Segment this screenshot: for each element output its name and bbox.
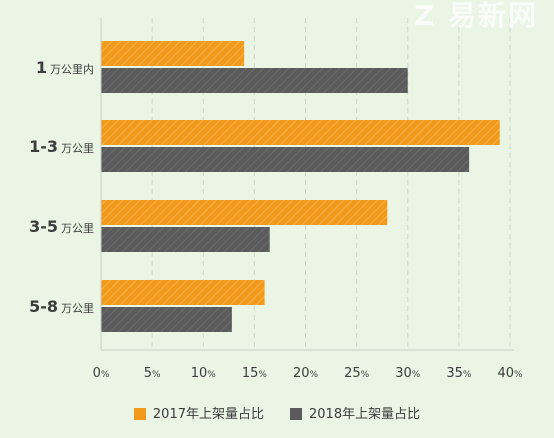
x-tick-label: 0% — [93, 366, 110, 381]
x-tick-label: 10% — [191, 366, 217, 381]
category-label: 1 万公里内 — [36, 58, 94, 77]
bar-2017 — [101, 41, 245, 66]
category-label: 3-5 万公里 — [29, 217, 94, 236]
category-labels: 1 万公里内 1-3 万公里 3-5 万公里 5-8 万公里 — [29, 58, 94, 316]
legend-label-2017: 2017年上架量占比 — [152, 406, 264, 422]
x-tick-labels: 0% 5% 10% 15% 20% 25% 30% 35% 40% — [93, 366, 523, 381]
x-tick-label: 25% — [344, 366, 370, 381]
category-label: 5-8 万公里 — [29, 297, 94, 316]
bar-2018 — [101, 147, 470, 172]
axes — [100, 18, 514, 351]
x-tick-label: 15% — [242, 366, 268, 381]
legend-swatch-2017 — [133, 408, 146, 420]
bar-2017 — [101, 120, 500, 145]
legend-item-2018: 2018年上架量占比 — [290, 408, 420, 421]
legend-item-2017: 2017年上架量占比 — [133, 406, 264, 422]
watermark-logo: Z 易新网 — [413, 0, 538, 32]
bar-2017 — [101, 280, 265, 305]
legend-label-2018: 2018年上架量占比 — [309, 406, 421, 422]
category-label: 1-3 万公里 — [29, 137, 94, 156]
bar-2018 — [101, 68, 408, 93]
x-tick-label: 35% — [446, 366, 472, 381]
legend: 2017年上架量占比 2018年上架量占比 — [0, 403, 554, 425]
bars — [101, 41, 500, 332]
bar-2018 — [101, 307, 232, 332]
x-tick-label: 40% — [497, 366, 523, 381]
bar-2018 — [101, 227, 270, 252]
x-tick-label: 5% — [144, 366, 161, 381]
bar-2017 — [101, 200, 388, 225]
legend-swatch-2018 — [290, 408, 302, 420]
x-tick-label: 30% — [395, 366, 421, 381]
x-tick-label: 20% — [293, 366, 319, 381]
